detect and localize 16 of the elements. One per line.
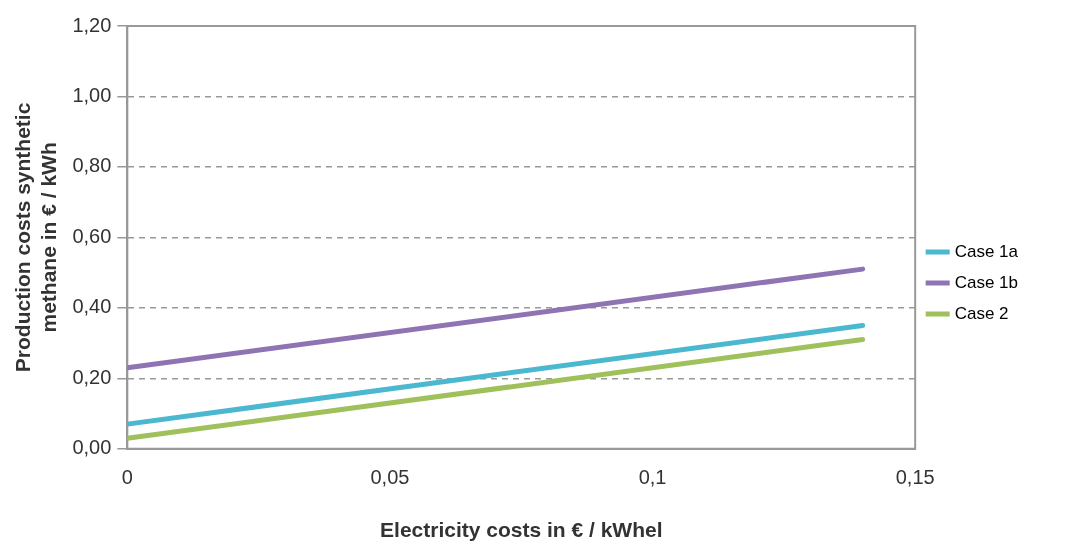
y-tick-label: 0,60 (72, 224, 112, 247)
legend-label: Case 2 (954, 303, 1009, 323)
x-tick-label: 0,1 (638, 466, 667, 489)
x-tick-label: 0,05 (370, 466, 410, 489)
x-axis-title: Electricity costs in € / kWhel (380, 518, 663, 542)
y-axis-title: Production costs synthetic methane in € / kWh (11, 102, 60, 373)
y-tick-label: 1,00 (72, 83, 112, 106)
legend-label: Case 1b (954, 272, 1019, 292)
y-tick-label: 0,00 (72, 436, 112, 459)
y-tick-label: 1,20 (72, 13, 112, 36)
y-tick-label: 0,40 (72, 295, 112, 318)
x-tick-label: 0 (121, 466, 133, 489)
y-tick-label: 0,80 (72, 154, 112, 177)
y-tick-label: 0,20 (72, 365, 112, 388)
legend-label: Case 1a (954, 241, 1019, 261)
x-tick-label: 0,15 (895, 466, 935, 489)
